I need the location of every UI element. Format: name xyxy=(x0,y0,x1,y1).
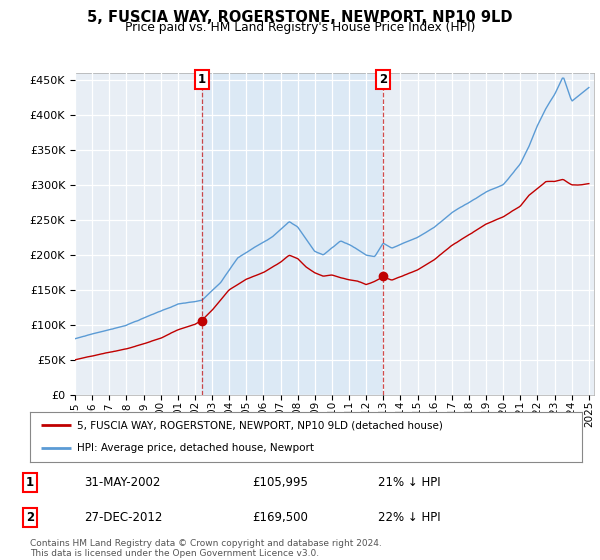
Text: £105,995: £105,995 xyxy=(252,476,308,489)
Text: 27-DEC-2012: 27-DEC-2012 xyxy=(84,511,163,524)
Bar xyxy=(202,73,383,395)
Text: 22% ↓ HPI: 22% ↓ HPI xyxy=(378,511,440,524)
Text: £169,500: £169,500 xyxy=(252,511,308,524)
Text: 1: 1 xyxy=(26,476,34,489)
Text: 1: 1 xyxy=(198,73,206,86)
Text: 2: 2 xyxy=(379,73,387,86)
Text: 21% ↓ HPI: 21% ↓ HPI xyxy=(378,476,440,489)
Text: Contains HM Land Registry data © Crown copyright and database right 2024.
This d: Contains HM Land Registry data © Crown c… xyxy=(30,539,382,558)
Text: 5, FUSCIA WAY, ROGERSTONE, NEWPORT, NP10 9LD (detached house): 5, FUSCIA WAY, ROGERSTONE, NEWPORT, NP10… xyxy=(77,420,443,430)
Text: 2: 2 xyxy=(26,511,34,524)
Text: 5, FUSCIA WAY, ROGERSTONE, NEWPORT, NP10 9LD: 5, FUSCIA WAY, ROGERSTONE, NEWPORT, NP10… xyxy=(87,10,513,25)
Text: Price paid vs. HM Land Registry's House Price Index (HPI): Price paid vs. HM Land Registry's House … xyxy=(125,21,475,34)
Text: 31-MAY-2002: 31-MAY-2002 xyxy=(84,476,160,489)
Text: HPI: Average price, detached house, Newport: HPI: Average price, detached house, Newp… xyxy=(77,444,314,454)
